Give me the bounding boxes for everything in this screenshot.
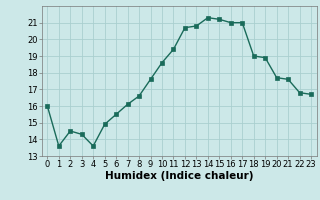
X-axis label: Humidex (Indice chaleur): Humidex (Indice chaleur) [105,171,253,181]
